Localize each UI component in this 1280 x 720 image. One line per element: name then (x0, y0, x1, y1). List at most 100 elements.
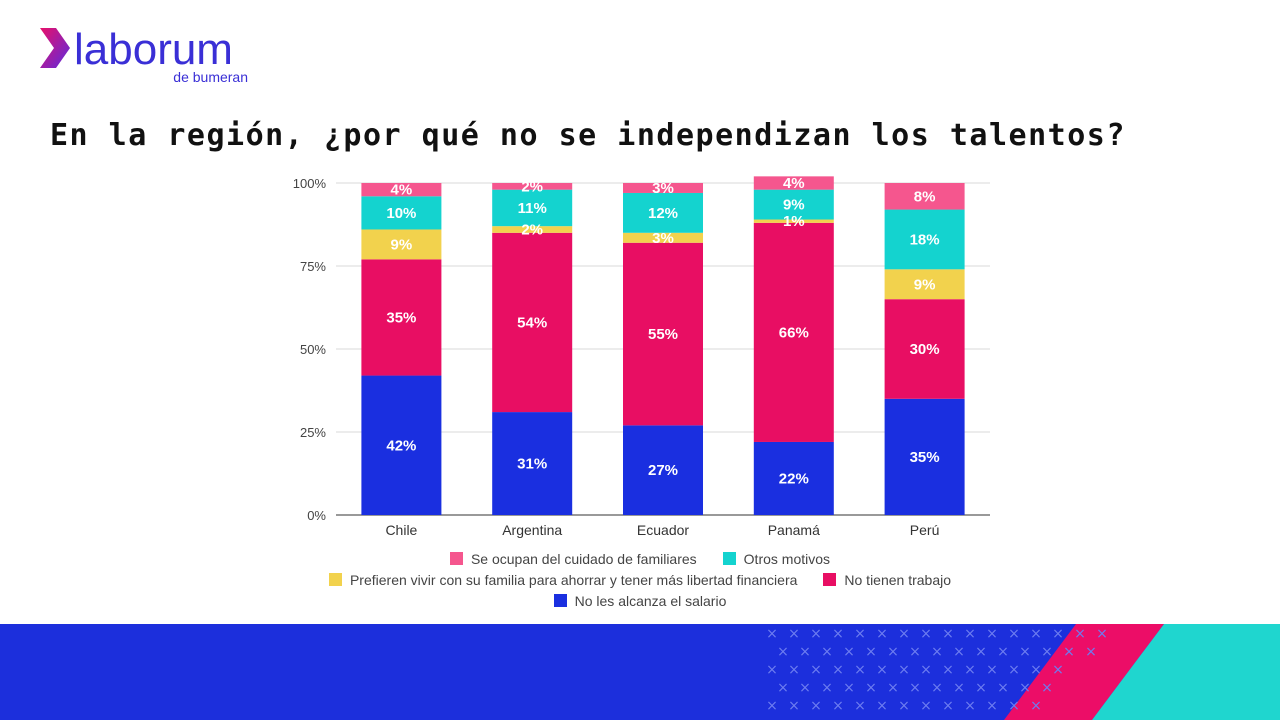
x-mark: × (909, 644, 921, 660)
x-mark: × (810, 626, 822, 642)
legend-swatch (449, 552, 463, 565)
footer-teal-stripe (1092, 624, 1280, 720)
x-mark: × (898, 698, 910, 714)
x-mark: × (799, 680, 811, 696)
x-mark: × (986, 698, 998, 714)
x-tick-label: Argentina (502, 522, 562, 538)
bar-segment (492, 232, 573, 413)
x-mark: × (1041, 644, 1053, 660)
footer-x-pattern: × × × × × × × × × × × × × × × × × × × × × × × × × × × × × × × × × × × × × × × ×… (766, 626, 1108, 714)
x-mark: × (986, 662, 998, 678)
x-mark: × (931, 680, 943, 696)
x-mark: × (865, 644, 877, 660)
x-mark: × (964, 662, 976, 678)
x-mark: × (788, 626, 800, 642)
x-mark: × (1030, 662, 1042, 678)
data-label: 35% (386, 309, 416, 326)
x-mark: × (1030, 626, 1042, 642)
data-label: 9% (783, 197, 805, 214)
x-mark: × (1008, 626, 1020, 642)
bar-segment (361, 259, 442, 376)
data-label: 9% (391, 236, 413, 253)
x-mark: × (766, 626, 778, 642)
data-label: 10% (386, 205, 416, 222)
data-label: 3% (652, 180, 674, 197)
x-mark: × (854, 662, 866, 678)
x-tick-label: Panamá (768, 522, 820, 538)
bar-segment (753, 441, 834, 515)
x-mark: × (854, 626, 866, 642)
footer-pink-stripe (1004, 624, 1164, 720)
x-mark: × (986, 626, 998, 642)
data-label: 42% (386, 437, 416, 454)
data-label: 66% (779, 324, 809, 341)
legend-label: Se ocupan del cuidado de familiares (470, 550, 697, 567)
x-tick-label: Chile (385, 522, 417, 538)
data-label: 1% (783, 213, 805, 230)
x-mark: × (953, 680, 965, 696)
x-mark: × (975, 680, 987, 696)
bar-segment (753, 189, 834, 220)
legend-swatch (722, 552, 736, 565)
footer-banner: × × × × × × × × × × × × × × × × × × × × × × × × × × × × × × × × × × × × × × × ×… (0, 624, 1280, 720)
x-mark: × (821, 644, 833, 660)
legend-label: No tienen trabajo (844, 571, 952, 588)
x-mark: × (1085, 644, 1097, 660)
data-label: 30% (910, 341, 940, 358)
legend-row: Se ocupan del cuidado de familiares Otros… (290, 548, 990, 569)
legend-item: Otros motivos (722, 550, 831, 567)
legend-label: No les alcanza el salario (574, 592, 727, 609)
data-label: 4% (391, 182, 413, 199)
data-label: 2% (521, 178, 543, 195)
data-label: 9% (914, 276, 936, 293)
x-tick-label: Ecuador (637, 522, 689, 538)
bar-segment (884, 269, 965, 300)
x-mark: × (909, 680, 921, 696)
x-mark: × (832, 626, 844, 642)
data-label: 35% (910, 449, 940, 466)
x-mark: × (964, 698, 976, 714)
x-mark: × (777, 680, 789, 696)
legend-swatch (553, 594, 567, 607)
bar-segment (884, 398, 965, 515)
x-mark: × (1019, 644, 1031, 660)
x-mark: × (942, 698, 954, 714)
x-mark: × (1008, 662, 1020, 678)
page-title: En la región, ¿por qué no se independiza… (50, 118, 1126, 153)
x-mark: × (821, 680, 833, 696)
data-label: 22% (779, 470, 809, 487)
bar-segment (361, 183, 442, 197)
data-label: 4% (783, 175, 805, 192)
x-mark: × (777, 644, 789, 660)
x-mark: × (788, 698, 800, 714)
x-mark: × (788, 662, 800, 678)
x-mark: × (832, 662, 844, 678)
x-mark: × (876, 626, 888, 642)
bar-segment (492, 226, 573, 233)
legend-swatch (823, 573, 837, 586)
x-mark: × (766, 662, 778, 678)
bar-segment (492, 412, 573, 515)
x-mark: × (997, 680, 1009, 696)
data-label: 12% (648, 205, 678, 222)
x-mark: × (1052, 662, 1064, 678)
legend-item: Se ocupan del cuidado de familiares (449, 550, 697, 567)
data-label: 31% (517, 456, 547, 473)
legend-item: No les alcanza el salario (553, 592, 727, 609)
x-mark: × (1074, 626, 1086, 642)
bar-segment (753, 222, 834, 442)
bar-segment (492, 189, 573, 227)
y-tick-label: 75% (300, 259, 326, 274)
brand-tagline: de bumeran (173, 69, 248, 85)
data-label: 27% (648, 462, 678, 479)
x-mark: × (931, 644, 943, 660)
legend-item: No tienen trabajo (823, 572, 951, 588)
x-mark: × (898, 626, 910, 642)
x-mark: × (1096, 626, 1108, 642)
bar-segment (884, 209, 965, 270)
legend-label: Otros motivos (743, 550, 831, 567)
legend-row: No les alcanza el salario (290, 590, 990, 611)
x-mark: × (1019, 680, 1031, 696)
data-label: 55% (648, 326, 678, 343)
data-label: 54% (517, 314, 547, 331)
